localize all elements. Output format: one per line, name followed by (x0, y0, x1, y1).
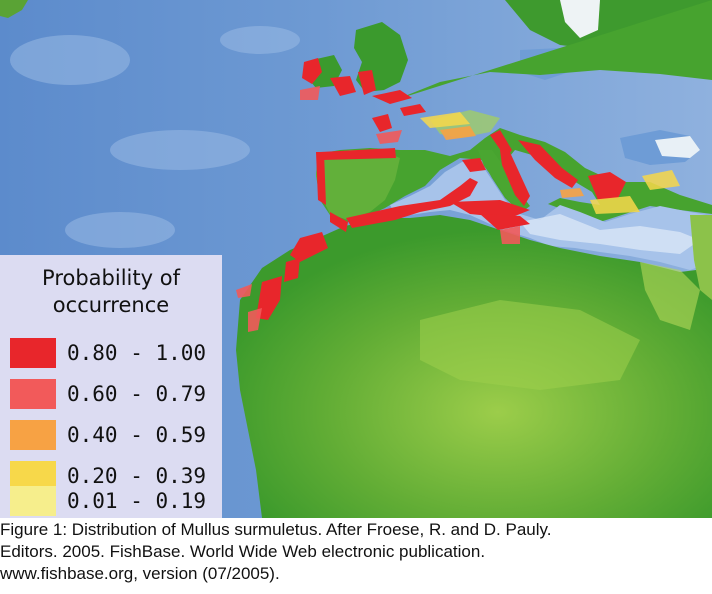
caption-line: Editors. 2005. FishBase. World Wide Web … (0, 542, 486, 561)
middle-east (690, 215, 712, 300)
figure-caption: Figure 1: Distribution of Mullus surmule… (0, 519, 712, 585)
legend-swatch (10, 338, 56, 368)
legend-item: 0.20 - 0.39 (10, 461, 220, 491)
legend-item: 0.40 - 0.59 (10, 420, 220, 450)
legend-title-line1: Probability of (42, 266, 180, 290)
sahel-light (420, 300, 640, 390)
europe-landmass (316, 0, 712, 222)
greenland-corner (0, 0, 28, 18)
occurrence-low (440, 126, 584, 198)
caption-line: www.fishbase.org, version (07/2005). (0, 564, 280, 583)
legend-label: 0.40 - 0.59 (67, 423, 207, 447)
legend-label: 0.20 - 0.39 (67, 464, 207, 488)
legend-swatch (10, 486, 56, 516)
black-sea-ice (655, 136, 700, 158)
occurrence-mid (236, 86, 520, 332)
northern-snow (560, 0, 600, 38)
nile-delta-light (640, 262, 700, 330)
occurrence-high (256, 58, 626, 320)
legend-item-last: 0.01 - 0.19 (10, 486, 220, 516)
legend-item: 0.60 - 0.79 (10, 379, 220, 409)
legend-item: 0.80 - 1.00 (10, 338, 220, 368)
legend-label: 0.80 - 1.00 (67, 341, 207, 365)
legend-label: 0.60 - 0.79 (67, 382, 207, 406)
med-light (520, 214, 700, 254)
map-legend: Probability of occurrence 0.80 - 1.00 0.… (0, 255, 222, 518)
occurrence-verylow (420, 112, 680, 214)
legend-label: 0.01 - 0.19 (67, 489, 207, 513)
legend-swatch (10, 379, 56, 409)
legend-swatch (10, 420, 56, 450)
legend-title-line2: occurrence (52, 293, 170, 317)
legend-title: Probability of occurrence (0, 265, 222, 319)
caption-line: Figure 1: Distribution of Mullus surmule… (0, 520, 552, 539)
iberia (316, 150, 400, 220)
